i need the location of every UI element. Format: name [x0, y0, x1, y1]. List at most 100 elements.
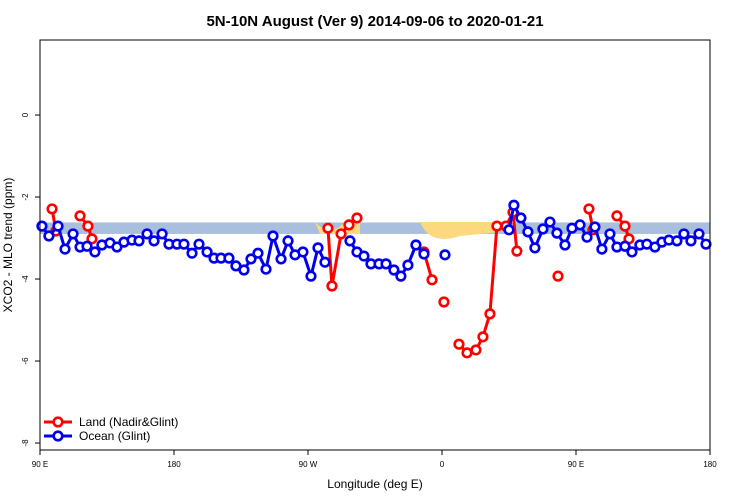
legend-label: Land (Nadir&Glint)	[79, 415, 178, 429]
y-tick-label: -2	[21, 193, 30, 201]
data-point	[67, 228, 79, 240]
data-point	[245, 253, 257, 265]
data-point	[178, 238, 190, 250]
data-point	[410, 239, 422, 251]
data-point	[700, 238, 712, 250]
data-point	[326, 280, 338, 292]
y-tick-label: 0	[21, 112, 30, 117]
data-point	[312, 242, 324, 254]
data-point	[252, 247, 264, 259]
data-point	[619, 240, 631, 252]
data-point	[626, 246, 638, 258]
data-point	[484, 308, 496, 320]
data-point	[351, 212, 363, 224]
data-point	[52, 220, 64, 232]
yellow-region	[420, 222, 500, 239]
data-point	[89, 246, 101, 258]
y-tick-label: -8	[21, 439, 30, 447]
data-point	[86, 233, 98, 245]
data-point	[470, 344, 482, 356]
data-point	[36, 220, 48, 232]
data-point	[380, 258, 392, 270]
x-tick-label: 180	[703, 460, 717, 469]
data-point	[322, 222, 334, 234]
x-tick-label: 90 E	[32, 460, 48, 469]
data-point	[559, 239, 571, 251]
reference-band	[40, 222, 710, 234]
data-point	[201, 246, 213, 258]
legend-label: Ocean (Glint)	[79, 429, 150, 443]
data-point	[343, 219, 355, 231]
data-point	[402, 259, 414, 271]
data-point	[611, 210, 623, 222]
data-point	[46, 203, 58, 215]
data-point	[583, 203, 595, 215]
data-point	[297, 246, 309, 258]
data-point	[619, 220, 631, 232]
data-point	[552, 270, 564, 282]
x-tick-label: 90 E	[568, 460, 584, 469]
data-point	[282, 235, 294, 247]
data-point	[522, 226, 534, 238]
data-point	[453, 338, 465, 350]
data-point	[685, 235, 697, 247]
data-point	[74, 210, 86, 222]
data-point	[156, 228, 168, 240]
y-tick-label: -4	[21, 275, 30, 283]
data-point	[267, 230, 279, 242]
data-point	[511, 245, 523, 257]
data-point	[461, 347, 473, 359]
data-point	[581, 231, 593, 243]
data-point	[260, 263, 272, 275]
data-point	[693, 228, 705, 240]
data-point	[193, 238, 205, 250]
x-tick-label: 180	[167, 460, 181, 469]
x-axis-label: Longitude (deg E)	[327, 477, 422, 491]
plot-layer	[36, 199, 712, 359]
legend-marker	[52, 430, 64, 442]
legend-marker	[52, 416, 64, 428]
data-point	[529, 242, 541, 254]
data-point	[574, 219, 586, 231]
data-point	[537, 223, 549, 235]
data-point	[508, 199, 520, 211]
data-point	[305, 270, 317, 282]
data-point	[358, 250, 370, 262]
data-point	[426, 274, 438, 286]
data-point	[503, 224, 515, 236]
data-point	[81, 240, 93, 252]
data-point	[223, 252, 235, 264]
data-point	[477, 331, 489, 343]
data-point	[82, 220, 94, 232]
data-point	[551, 227, 563, 239]
data-point	[344, 235, 356, 247]
y-tick-label: -6	[21, 357, 30, 365]
data-point	[491, 220, 503, 232]
data-point	[319, 256, 331, 268]
data-point	[395, 270, 407, 282]
data-point	[671, 235, 683, 247]
data-point	[238, 264, 250, 276]
plot-frame	[39, 39, 711, 451]
data-point	[438, 296, 450, 308]
data-point	[275, 253, 287, 265]
data-point	[418, 248, 430, 260]
data-point	[186, 247, 198, 259]
data-point	[515, 212, 527, 224]
background-layer	[40, 222, 710, 234]
data-point	[59, 243, 71, 255]
y-axis-label: XCO2 - MLO trend (ppm)	[1, 178, 15, 313]
data-point	[141, 228, 153, 240]
data-point	[133, 235, 145, 247]
data-point	[43, 230, 55, 242]
x-tick-label: 90 W	[299, 460, 318, 469]
data-point	[604, 228, 616, 240]
data-point	[388, 264, 400, 276]
data-point	[148, 235, 160, 247]
data-point	[596, 243, 608, 255]
data-point	[589, 221, 601, 233]
data-point	[544, 216, 556, 228]
chart-title: 5N-10N August (Ver 9) 2014-09-06 to 2020…	[206, 13, 543, 30]
data-point	[439, 249, 451, 261]
